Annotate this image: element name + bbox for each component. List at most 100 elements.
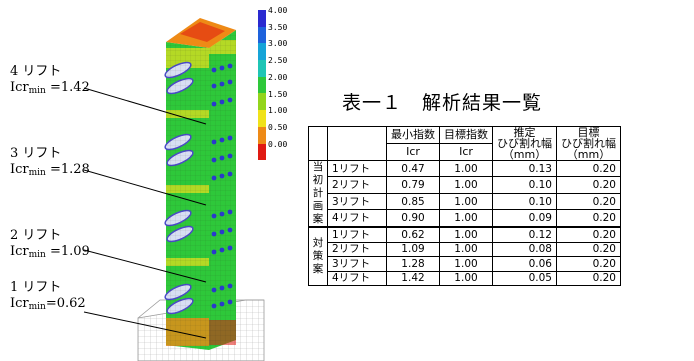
min-index-value: 0.85	[386, 192, 440, 211]
column-top-face	[166, 18, 236, 48]
legend-label: 0.00	[268, 139, 288, 149]
header-target-index: 目標指数	[439, 126, 493, 144]
target-index-value: 1.00	[439, 159, 493, 178]
legend-swatch	[258, 76, 266, 94]
group-label-char: 案	[312, 263, 324, 275]
target-index-value: 1.00	[439, 270, 493, 286]
target-crack-value: 0.20	[556, 256, 621, 272]
legend-swatch	[258, 126, 266, 144]
min-index-value: 0.62	[386, 226, 440, 243]
annotation-icr: Icr	[10, 296, 29, 311]
annotation-lift-2: 2 リフト Icrmin =1.09	[10, 228, 90, 263]
target-crack-value: 0.20	[556, 241, 621, 257]
legend-label: 3.50	[268, 22, 288, 32]
group-label: 当初計画案	[308, 160, 328, 228]
min-index-value: 1.28	[386, 256, 440, 272]
fem-contour-figure	[83, 18, 265, 361]
legend-label: 3.00	[268, 39, 288, 49]
target-crack-value: 0.20	[556, 209, 621, 228]
header-min-index: 最小指数	[386, 126, 440, 144]
legend-label: 1.00	[268, 106, 288, 116]
header-est-crack: 推定 ひび割れ幅 （mm）	[492, 126, 557, 161]
header-target-crack: 目標 ひび割れ幅 （mm）	[556, 126, 621, 161]
legend-swatch	[258, 43, 266, 61]
min-index-value: 0.79	[386, 176, 440, 194]
annotation-lift-label: 4 リフト	[10, 64, 62, 79]
annotation-lift-3: 3 リフト Icrmin =1.28	[10, 146, 90, 181]
header-est-crack-line1: 推定	[513, 126, 536, 139]
table-row: 当初計画案 1リフト 0.47 1.00 0.13 0.20	[308, 159, 621, 228]
column-front-face	[209, 30, 236, 350]
annotation-lift-label: 3 リフト	[10, 146, 62, 161]
table-row: 2リフト 0.79 1.00 0.10 0.20	[309, 176, 621, 194]
min-index-value: 0.47	[386, 159, 440, 178]
annotation-icr: Icr	[10, 244, 29, 259]
annotation-sub: min	[28, 250, 46, 260]
est-crack-value: 0.08	[492, 241, 557, 257]
group-label-char: 初	[312, 174, 324, 186]
est-crack-value: 0.10	[492, 192, 557, 211]
est-crack-value: 0.05	[492, 270, 557, 286]
target-index-value: 1.00	[439, 192, 493, 211]
legend-label: 4.00	[268, 6, 288, 15]
annotation-value: =1.28	[45, 162, 90, 177]
group-label-char: 策	[312, 250, 324, 262]
lift: 3リフト	[327, 192, 387, 211]
est-crack-value: 0.13	[492, 159, 557, 178]
results-table-body: 当初計画案 1リフト 0.47 1.00 0.13 0.20 2リフト 0.79 1.00 0.1…	[308, 159, 621, 286]
group-label: 対策案	[308, 226, 328, 286]
annotation-value: =0.62	[45, 296, 86, 311]
group-label-char: 案	[312, 213, 324, 225]
annotation-icr: Icr	[10, 80, 29, 95]
legend-swatch	[258, 143, 266, 161]
lift: 2リフト	[327, 176, 387, 194]
legend-swatch	[258, 26, 266, 44]
min-index-value: 1.42	[386, 270, 440, 286]
target-index-value: 1.00	[439, 256, 493, 272]
table-title: 表一１ 解析結果一覧	[342, 92, 543, 114]
annotation-lift-label: 1 リフト	[10, 280, 62, 295]
group-label-char: 画	[312, 200, 324, 212]
legend-label: 2.50	[268, 56, 288, 66]
legend-label: 1.50	[268, 89, 288, 99]
est-crack-value: 0.10	[492, 176, 557, 194]
group-label-char: 対	[312, 237, 324, 249]
results-table: 最小指数 目標指数 推定 ひび割れ幅 （mm） 目標 ひび割れ幅 （mm） Ic…	[308, 126, 621, 286]
table-row: 3リフト 0.85 1.00 0.10 0.20	[309, 192, 621, 211]
group-label-char: 当	[312, 161, 324, 173]
annotation-lift-label: 2 リフト	[10, 228, 62, 243]
target-crack-value: 0.20	[556, 192, 621, 211]
target-index-value: 1.00	[439, 176, 493, 194]
header-icr-min: Icr	[386, 143, 440, 161]
lift: 1リフト	[327, 159, 387, 178]
target-index-value: 1.00	[439, 226, 493, 243]
column-side-face	[164, 42, 209, 350]
table-row: 対策案 1リフト 0.62 1.00 0.12 0.20	[308, 226, 621, 286]
est-crack-value: 0.12	[492, 226, 557, 243]
est-crack-value: 0.09	[492, 209, 557, 228]
target-index-value: 1.00	[439, 209, 493, 228]
header-icr-target: Icr	[439, 143, 493, 161]
legend-swatch	[258, 93, 266, 111]
target-crack-value: 0.20	[556, 226, 621, 243]
group-label-char: 計	[312, 187, 324, 199]
table-row: 4リフト 0.90 1.00 0.09 0.20	[309, 209, 621, 228]
annotation-icr: Icr	[10, 162, 29, 177]
lift: 4リフト	[327, 270, 387, 286]
header-target-crack-line2: ひび割れ幅	[561, 137, 616, 150]
table-row: 4リフト 1.42 1.00 0.05 0.20	[309, 270, 621, 286]
annotation-value: =1.42	[45, 80, 90, 95]
legend-label: 2.00	[268, 72, 288, 82]
header-lift-cell	[327, 126, 387, 161]
header-target-crack-line1: 目標	[577, 126, 600, 139]
annotation-value: =1.09	[45, 244, 90, 259]
header-target-crack-unit: （mm）	[566, 148, 611, 161]
color-legend	[258, 10, 266, 161]
lift: 4リフト	[327, 209, 387, 228]
target-crack-value: 0.20	[556, 176, 621, 194]
est-crack-value: 0.06	[492, 256, 557, 272]
header-est-crack-unit: （mm）	[502, 148, 547, 161]
target-crack-value: 0.20	[556, 270, 621, 286]
lift: 3リフト	[327, 256, 387, 272]
legend-swatch	[258, 110, 266, 127]
